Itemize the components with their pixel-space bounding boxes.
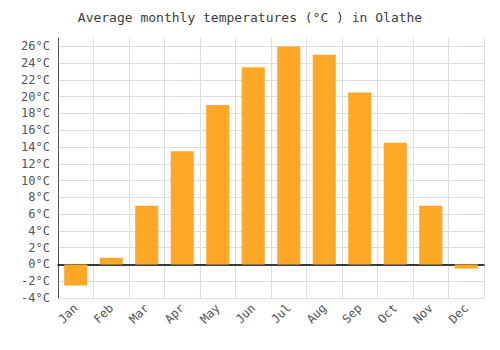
svg-text:12°C: 12°C [21, 157, 50, 171]
svg-text:4°C: 4°C [28, 224, 50, 238]
svg-text:Jul: Jul [268, 301, 293, 326]
svg-text:22°C: 22°C [21, 73, 50, 87]
svg-text:Average monthly temperatures (: Average monthly temperatures (°C ) in Ol… [78, 10, 423, 25]
svg-text:Jun: Jun [233, 301, 258, 326]
svg-text:0°C: 0°C [28, 257, 50, 271]
svg-text:Oct: Oct [375, 301, 400, 326]
svg-text:Apr: Apr [162, 301, 187, 326]
svg-text:24°C: 24°C [21, 56, 50, 70]
svg-text:16°C: 16°C [21, 123, 50, 137]
svg-text:May: May [197, 301, 222, 326]
svg-text:Aug: Aug [304, 301, 329, 326]
svg-text:26°C: 26°C [21, 39, 50, 53]
svg-text:Dec: Dec [446, 301, 471, 326]
svg-text:-2°C: -2°C [21, 274, 50, 288]
svg-text:14°C: 14°C [21, 140, 50, 154]
svg-text:Nov: Nov [410, 301, 435, 326]
svg-text:-4°C: -4°C [21, 291, 50, 305]
svg-text:Sep: Sep [339, 301, 364, 326]
svg-text:Feb: Feb [91, 301, 116, 326]
svg-text:18°C: 18°C [21, 106, 50, 120]
svg-text:10°C: 10°C [21, 174, 50, 188]
svg-text:20°C: 20°C [21, 90, 50, 104]
svg-text:Jan: Jan [55, 301, 80, 326]
svg-text:2°C: 2°C [28, 241, 50, 255]
svg-text:8°C: 8°C [28, 190, 50, 204]
svg-text:Mar: Mar [126, 301, 151, 326]
svg-text:6°C: 6°C [28, 207, 50, 221]
